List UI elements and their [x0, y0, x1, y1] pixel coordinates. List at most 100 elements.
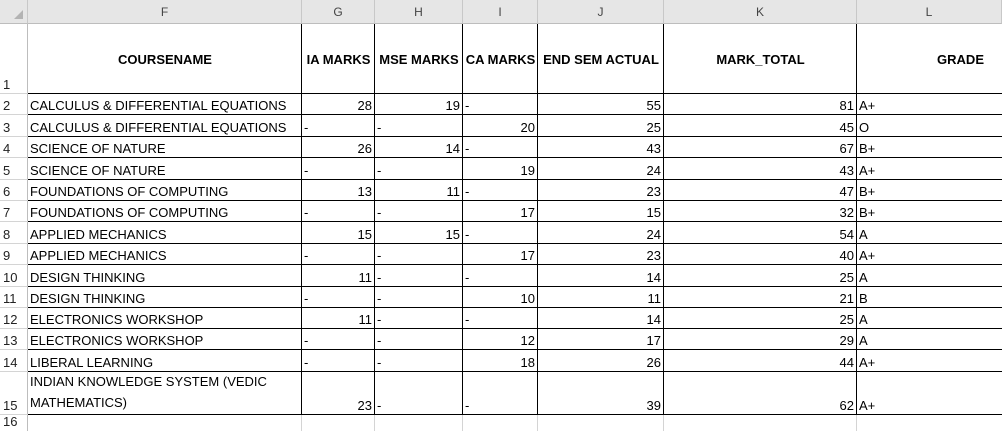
cell-mark-total[interactable]: 45 [839, 120, 854, 135]
cell-ia-marks[interactable]: - [304, 333, 309, 348]
cell-mark-total[interactable]: 32 [839, 205, 854, 220]
row-header-2[interactable]: 2 [0, 94, 28, 115]
cell-course-name[interactable]: FOUNDATIONS OF COMPUTING [30, 184, 229, 199]
cell-mse-marks[interactable]: - [377, 291, 382, 306]
column-header-h[interactable]: H [375, 0, 463, 24]
cell-end-sem-actual[interactable]: 39 [646, 398, 661, 413]
cell-ca-marks[interactable]: - [465, 312, 470, 327]
header-course-name[interactable]: COURSENAME [118, 51, 212, 67]
cell-end-sem-actual[interactable]: 24 [646, 227, 661, 242]
header-grade[interactable]: GRADE [937, 51, 984, 67]
row-header-4[interactable]: 4 [0, 137, 28, 158]
cell-grade[interactable]: A [859, 312, 868, 327]
cell-course-name[interactable]: LIBERAL LEARNING [30, 355, 154, 370]
column-header-f[interactable]: F [28, 0, 302, 24]
cell-ca-marks[interactable]: - [465, 398, 470, 413]
cell-end-sem-actual[interactable]: 25 [646, 120, 661, 135]
row-header-7[interactable]: 7 [0, 201, 28, 222]
cell-mse-marks[interactable]: - [377, 333, 382, 348]
cell-end-sem-actual[interactable]: 11 [647, 291, 662, 306]
cell-mark-total[interactable]: 25 [839, 270, 854, 285]
cell-ca-marks[interactable]: - [465, 184, 470, 199]
cell-mse-marks[interactable]: - [377, 163, 382, 178]
cell-ca-marks[interactable]: 17 [520, 248, 535, 263]
cell-mark-total[interactable]: 54 [839, 227, 854, 242]
cell-grade[interactable]: B+ [859, 141, 876, 156]
column-header-j[interactable]: J [538, 0, 664, 24]
cell-mse-marks[interactable]: 14 [445, 141, 460, 156]
cell-ia-marks[interactable]: 23 [357, 398, 372, 413]
header-mark-total[interactable]: MARK_TOTAL [716, 51, 805, 67]
cell-mark-total[interactable]: 62 [839, 398, 854, 413]
cell-mark-total[interactable]: 25 [839, 312, 854, 327]
cell-grade[interactable]: B [859, 291, 868, 306]
cell-grade[interactable]: A+ [859, 98, 876, 113]
column-header-i[interactable]: I [463, 0, 538, 24]
cell-mse-marks[interactable]: 19 [445, 98, 460, 113]
row-header-6[interactable]: 6 [0, 180, 28, 201]
cell-course-name[interactable]: CALCULUS & DIFFERENTIAL EQUATIONS [30, 120, 287, 135]
row-header-15[interactable]: 15 [0, 372, 28, 415]
cell-course-name[interactable]: ELECTRONICS WORKSHOP [30, 312, 204, 327]
cell-mse-marks[interactable]: - [377, 120, 382, 135]
cell-grade[interactable]: B+ [859, 184, 876, 199]
cell-grade[interactable]: A [859, 227, 868, 242]
cell-mark-total[interactable]: 81 [839, 98, 854, 113]
cell-mark-total[interactable]: 43 [839, 163, 854, 178]
cell-mark-total[interactable]: 29 [839, 333, 854, 348]
row-header-8[interactable]: 8 [0, 222, 28, 244]
cell-end-sem-actual[interactable]: 43 [646, 141, 661, 156]
cell-grade[interactable]: A+ [859, 398, 876, 413]
cell-ca-marks[interactable]: 12 [520, 333, 535, 348]
cell-course-name[interactable]: DESIGN THINKING [30, 270, 146, 285]
cell-course-name[interactable]: APPLIED MECHANICS [30, 248, 167, 263]
header-ia-marks[interactable]: IA MARKS [306, 51, 371, 67]
row-header-3[interactable]: 3 [0, 115, 28, 137]
cell-ca-marks[interactable]: - [465, 270, 470, 285]
row-header-9[interactable]: 9 [0, 244, 28, 265]
header-ca-marks[interactable]: CA MARKS [465, 51, 536, 67]
row-header-11[interactable]: 11 [0, 287, 28, 308]
cell-ia-marks[interactable]: 11 [358, 270, 373, 285]
row-header-5[interactable]: 5 [0, 158, 28, 180]
cell-ia-marks[interactable]: 13 [357, 184, 372, 199]
cell-ca-marks[interactable]: 17 [520, 205, 535, 220]
cell-mse-marks[interactable]: 11 [446, 184, 461, 199]
cell-ia-marks[interactable]: 26 [357, 141, 372, 156]
cell-ia-marks[interactable]: 28 [357, 98, 372, 113]
cell-end-sem-actual[interactable]: 26 [646, 355, 661, 370]
cell-end-sem-actual[interactable]: 55 [646, 98, 661, 113]
column-header-g[interactable]: G [302, 0, 375, 24]
cell-mse-marks[interactable]: - [377, 248, 382, 263]
cell-grade[interactable]: B+ [859, 205, 876, 220]
cell-course-name[interactable]: SCIENCE OF NATURE [30, 163, 166, 178]
cell-ca-marks[interactable]: - [465, 227, 470, 242]
cell-course-name[interactable]: SCIENCE OF NATURE [30, 141, 166, 156]
cell-mark-total[interactable]: 40 [839, 248, 854, 263]
cell-ca-marks[interactable]: 19 [520, 163, 535, 178]
cell-ia-marks[interactable]: 15 [357, 227, 372, 242]
cell-ia-marks[interactable]: 11 [358, 312, 373, 327]
cell-end-sem-actual[interactable]: 14 [646, 270, 661, 285]
cell-ia-marks[interactable]: - [304, 120, 309, 135]
cell-mark-total[interactable]: 21 [839, 291, 854, 306]
cell-ca-marks[interactable]: 10 [520, 291, 535, 306]
row-header-10[interactable]: 10 [0, 265, 28, 287]
cell-grade[interactable]: A+ [859, 163, 876, 178]
cell-end-sem-actual[interactable]: 23 [646, 248, 661, 263]
cell-ia-marks[interactable]: - [304, 248, 309, 263]
cell-end-sem-actual[interactable]: 23 [646, 184, 661, 199]
cell-grade[interactable]: A+ [859, 355, 876, 370]
column-header-k[interactable]: K [664, 0, 857, 24]
cell-end-sem-actual[interactable]: 24 [646, 163, 661, 178]
column-header-l[interactable]: L [857, 0, 1002, 24]
cell-mse-marks[interactable]: - [377, 270, 382, 285]
row-header-16[interactable]: 16 [0, 414, 28, 431]
row-header-14[interactable]: 14 [0, 350, 28, 372]
cell-ia-marks[interactable]: - [304, 205, 309, 220]
select-all-corner[interactable] [0, 0, 28, 24]
cell-grade[interactable]: A [859, 270, 868, 285]
cell-ca-marks[interactable]: - [465, 98, 470, 113]
cell-ia-marks[interactable]: - [304, 355, 309, 370]
